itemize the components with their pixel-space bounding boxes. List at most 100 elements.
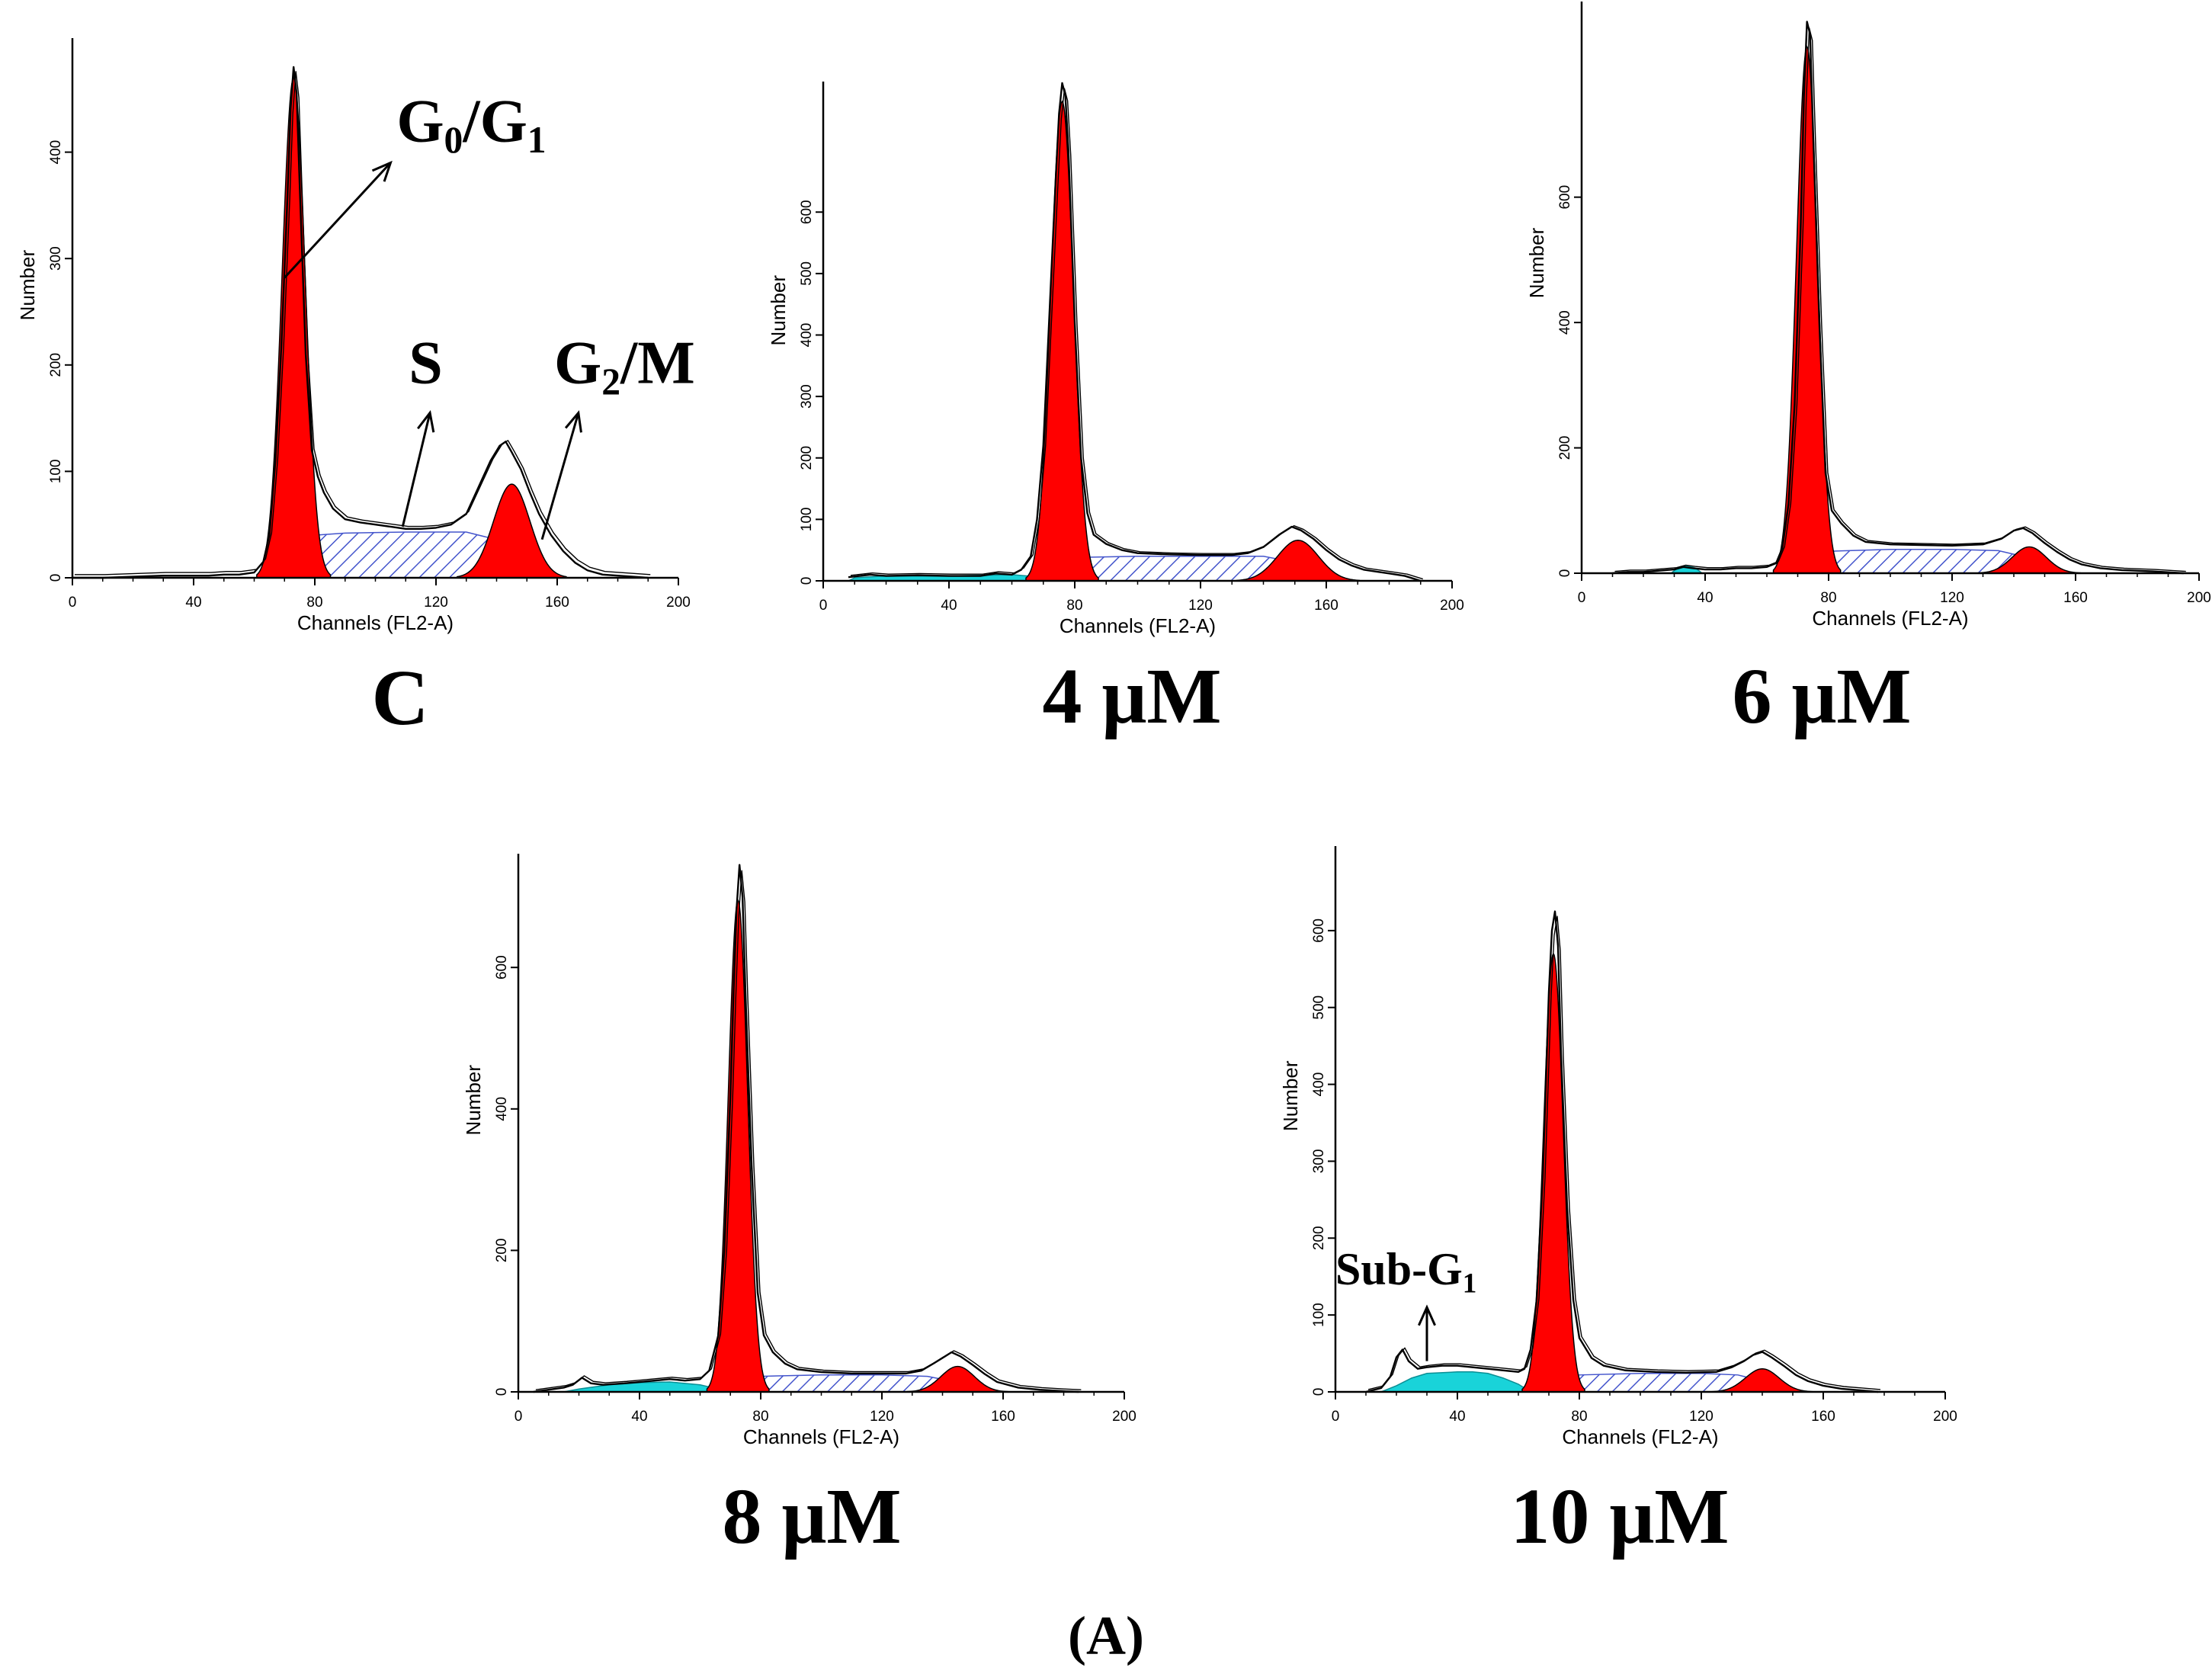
x-tick-label: 80 [752, 1409, 768, 1425]
x-tick-label: 0 [69, 595, 77, 611]
x-tick-label: 200 [666, 595, 691, 611]
x-tick-label: 160 [1811, 1409, 1835, 1425]
y-tick-label: 0 [1557, 569, 1573, 578]
y-tick-label: 200 [48, 353, 64, 377]
histogram-panel-3: 0 40 80 120 160 200 0 200 400 600 Channels (FL2-A)… [1525, 2, 2211, 740]
y-tick-label: 400 [1557, 310, 1573, 335]
y-tick-label: 400 [48, 140, 64, 165]
y-tick-label: 200 [1557, 436, 1573, 460]
annotation-arrowhead [371, 160, 393, 182]
x-tick-label: 160 [545, 595, 569, 611]
y-tick-label: 0 [799, 577, 815, 585]
y-tick-label: 300 [48, 246, 64, 271]
histogram-fit-line [1614, 27, 2186, 572]
sub-g1-area [1380, 1371, 1533, 1393]
histogram-line [1612, 21, 2184, 575]
y-tick-label: 0 [48, 574, 64, 582]
histogram-line [848, 82, 1422, 582]
panel-label: 10 μM [1510, 1473, 1729, 1560]
y-tick-label: 600 [1557, 185, 1573, 210]
annotation-arrow [540, 412, 580, 540]
panel-label: 4 μM [1042, 652, 1221, 740]
histogram-fit-line [535, 870, 1082, 1390]
x-tick-label: 160 [2063, 590, 2088, 606]
histogram-line [72, 66, 649, 579]
x-axis-title: Channels (FL2-A) [1812, 607, 1968, 630]
y-tick-label: 600 [494, 955, 510, 979]
x-tick-label: 80 [1066, 598, 1082, 614]
panel-label: 8 μM [722, 1473, 901, 1560]
y-axis-title: Number [462, 1065, 485, 1136]
x-tick-label: 200 [1440, 598, 1464, 614]
y-tick-label: 0 [1311, 1388, 1327, 1396]
histogram-fit-line [850, 88, 1423, 580]
g2-m-peak [1236, 540, 1361, 582]
figure-label: (A) [1068, 1605, 1144, 1666]
x-tick-label: 120 [870, 1409, 894, 1425]
phase-annotation-subg1: Sub-G1 [1335, 1244, 1476, 1300]
histogram-panel-2: 0 40 80 120 160 200 0 100 200 300 400 500 600 Channel… [767, 82, 1464, 740]
x-tick-label: 0 [1578, 590, 1586, 606]
g0-g1-peak [256, 76, 332, 579]
histogram-line [1365, 910, 1879, 1393]
phase-annotation-s: S [409, 330, 443, 397]
x-tick-label: 200 [1112, 1409, 1136, 1425]
y-tick-label: 300 [1311, 1149, 1327, 1174]
panel-label: 6 μM [1732, 652, 1911, 740]
g0-g1-peak [1521, 952, 1585, 1393]
annotation-arrowhead [417, 410, 435, 433]
x-axis-title: Channels (FL2-A) [1562, 1425, 1718, 1448]
y-tick-label: 100 [1311, 1303, 1327, 1327]
y-tick-label: 0 [494, 1388, 510, 1396]
histogram-panel-5: 0 40 80 120 160 200 0 100 200 300 400 500 600 Channel… [1279, 846, 1957, 1560]
x-tick-label: 120 [1188, 598, 1213, 614]
g2-m-peak [1711, 1367, 1813, 1393]
x-tick-label: 200 [2187, 590, 2211, 606]
y-tick-label: 400 [799, 323, 815, 348]
x-tick-label: 0 [515, 1409, 523, 1425]
y-tick-label: 300 [799, 384, 815, 409]
x-tick-label: 160 [1314, 598, 1338, 614]
x-tick-label: 40 [631, 1409, 647, 1425]
histogram-panel-4: 0 40 80 120 160 200 0 200 400 600 Channels (FL2-A)… [462, 854, 1136, 1560]
x-axis-title: Channels (FL2-A) [743, 1425, 899, 1448]
histogram-fit-line [1367, 915, 1881, 1390]
x-tick-label: 200 [1933, 1409, 1957, 1425]
histogram-line [533, 864, 1079, 1393]
x-tick-label: 120 [1689, 1409, 1713, 1425]
y-tick-label: 400 [1311, 1072, 1327, 1097]
y-axis-title: Number [1279, 1060, 1302, 1131]
annotation-arrow [401, 412, 431, 527]
x-tick-label: 40 [185, 595, 201, 611]
y-tick-label: 500 [799, 261, 815, 286]
y-tick-label: 500 [1311, 995, 1327, 1020]
x-axis-title: Channels (FL2-A) [1060, 614, 1216, 637]
x-tick-label: 80 [1571, 1409, 1587, 1425]
x-tick-label: 80 [306, 595, 322, 611]
x-tick-label: 40 [1697, 590, 1713, 606]
x-tick-label: 40 [941, 598, 957, 614]
phase-annotation-g2m: G2/M [554, 330, 695, 402]
x-tick-label: 120 [424, 595, 448, 611]
annotation-arrow [284, 162, 392, 279]
x-axis-title: Channels (FL2-A) [297, 611, 454, 634]
y-tick-label: 400 [494, 1097, 510, 1121]
y-tick-label: 600 [1311, 919, 1327, 943]
g2-m-peak [1977, 546, 2081, 574]
y-tick-label: 600 [799, 200, 815, 224]
histogram-panel-1: 0 40 80 120 160 200 0 100 200 300 400 Channels (FL2… [16, 38, 695, 742]
annotation-arrowhead [564, 410, 582, 433]
sub-g1-area [563, 1381, 722, 1393]
phase-annotation-g0g1: G0/G1 [396, 88, 546, 161]
y-tick-label: 200 [1311, 1226, 1327, 1250]
y-axis-title: Number [767, 275, 790, 346]
x-tick-label: 0 [819, 598, 828, 614]
x-tick-label: 160 [991, 1409, 1015, 1425]
y-tick-label: 200 [799, 446, 815, 470]
y-tick-label: 100 [48, 460, 64, 484]
g2-m-peak [457, 483, 567, 579]
y-tick-label: 200 [494, 1239, 510, 1263]
y-tick-label: 100 [799, 508, 815, 532]
annotation-arrowhead [1418, 1304, 1436, 1326]
g0-g1-peak [1772, 45, 1842, 574]
